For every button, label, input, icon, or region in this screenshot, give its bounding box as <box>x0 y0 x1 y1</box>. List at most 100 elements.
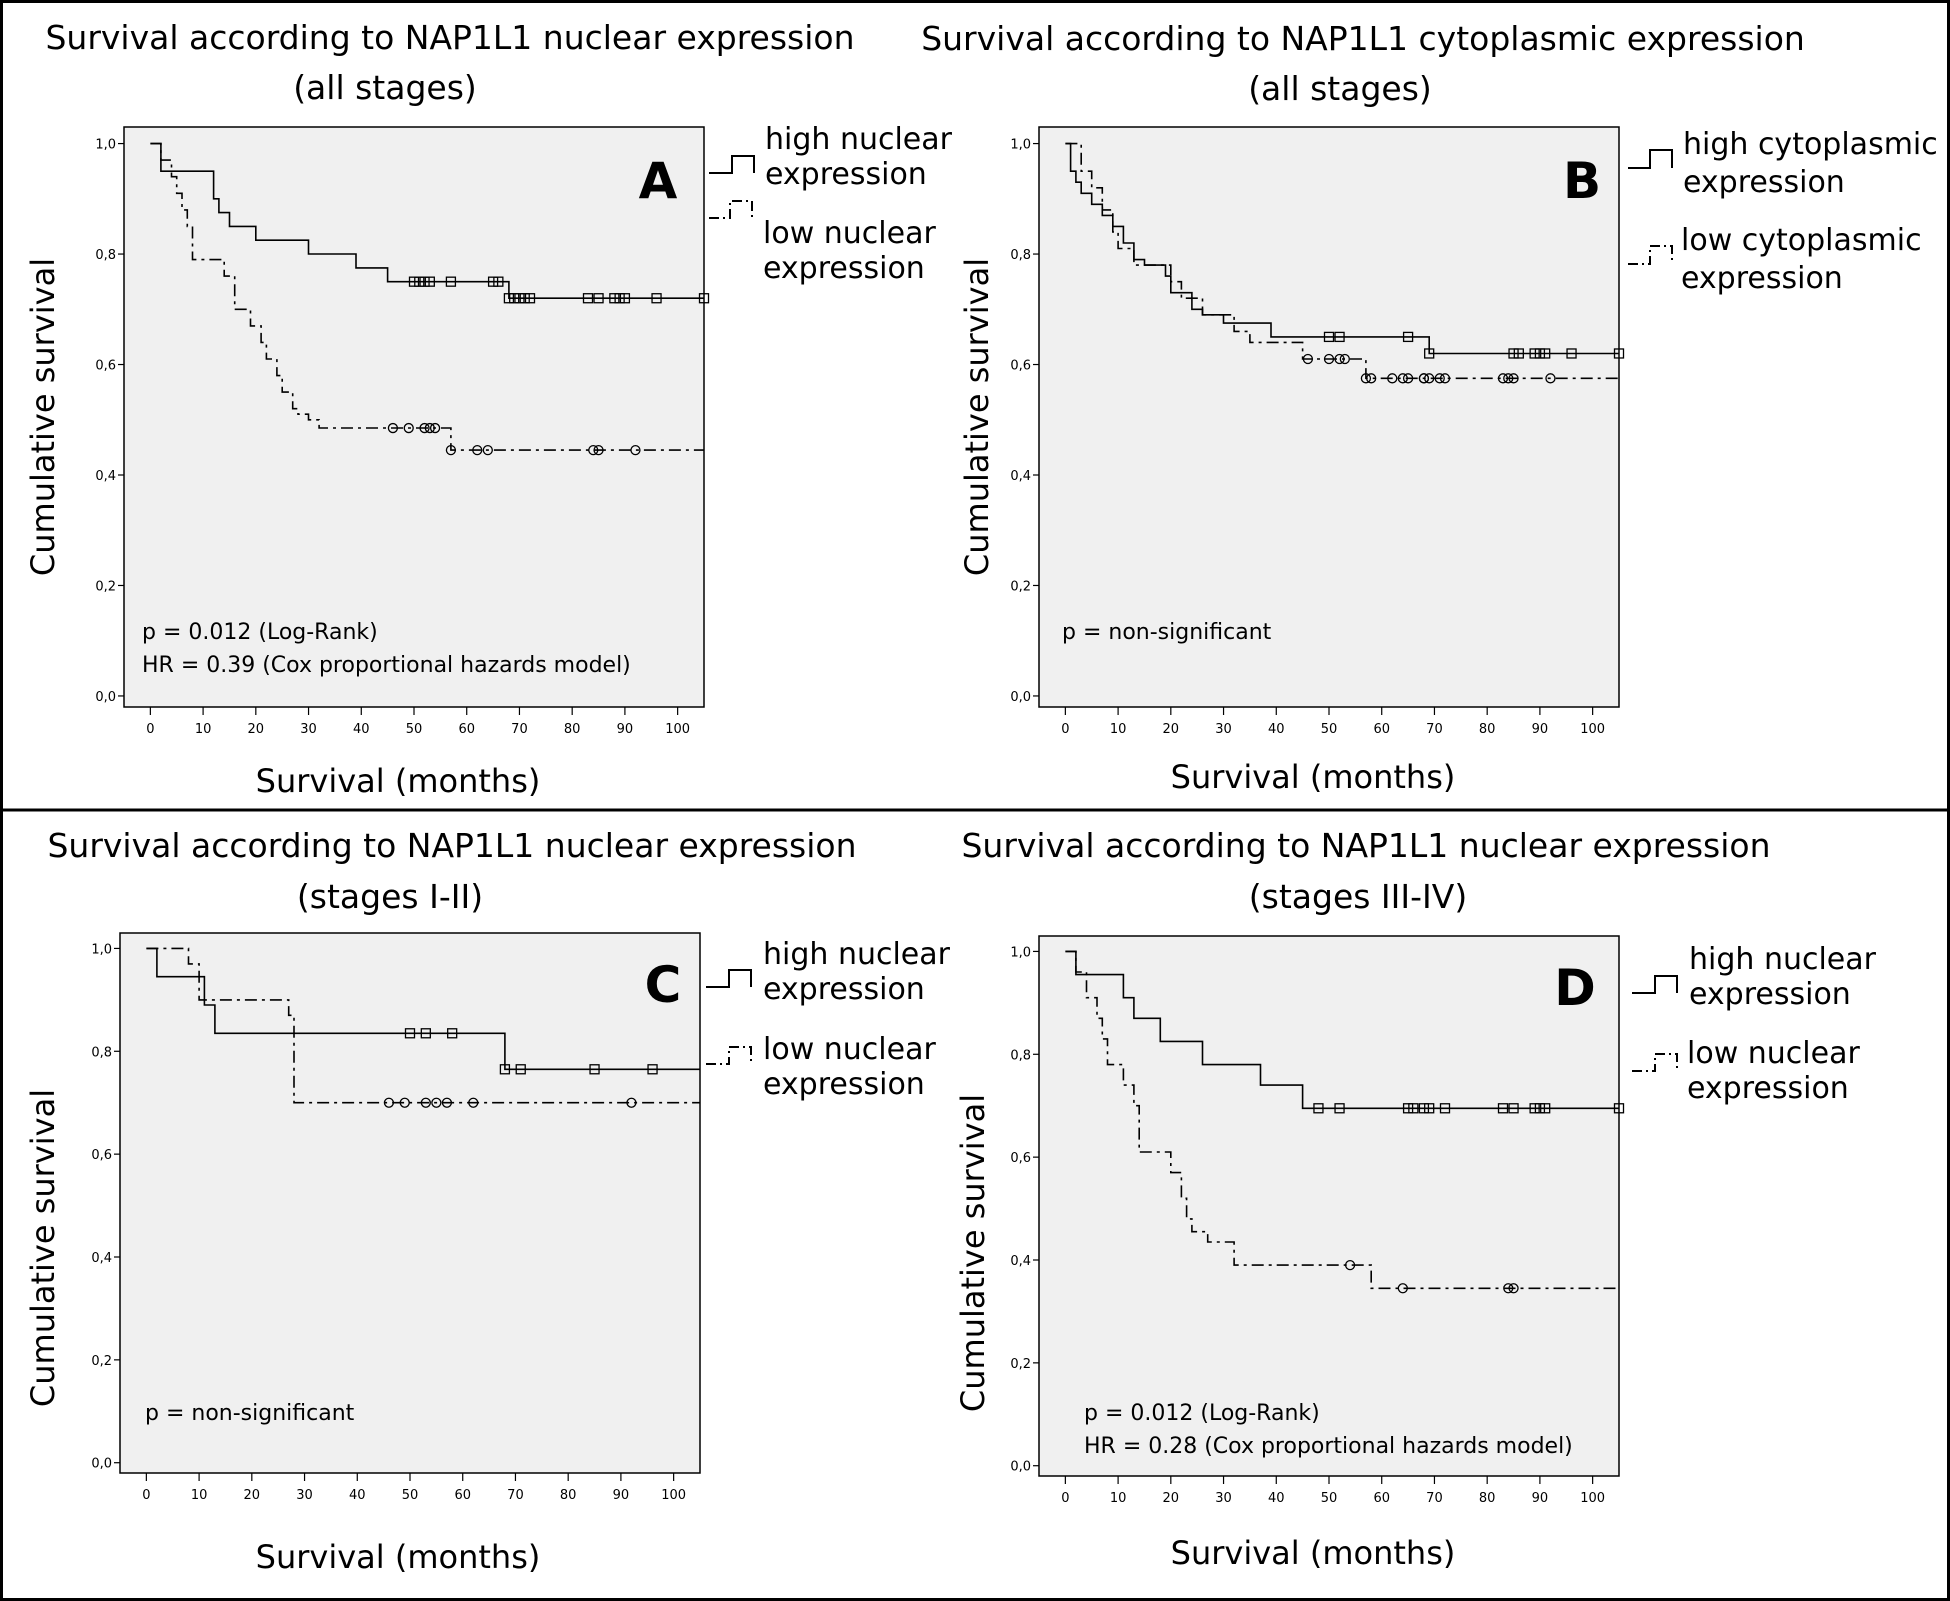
censor-mark-square <box>447 1028 458 1039</box>
panel-letter: D <box>1554 959 1596 1017</box>
censor-mark-square <box>519 293 530 304</box>
panel-letter: B <box>1563 152 1601 210</box>
censor-mark-square <box>424 276 435 287</box>
legend-low-line1: low nuclear <box>763 216 936 251</box>
censor-mark-square <box>1334 1103 1345 1114</box>
censor-mark-circle <box>468 1097 479 1108</box>
censor-mark-circle <box>1434 373 1445 384</box>
annotation-hazard-ratio: HR = 0.28 (Cox proportional hazards mode… <box>1084 1434 1573 1459</box>
legend-swatch-high <box>706 969 752 988</box>
legend-low-line1: low nuclear <box>1687 1036 1860 1071</box>
x-tick-label: 80 <box>564 722 581 737</box>
censor-mark-square <box>1402 1103 1414 1114</box>
panel-title: Survival according to NAP1L1 nuclear exp… <box>45 18 854 57</box>
x-tick-label: 50 <box>1321 722 1338 737</box>
censor-mark-square <box>487 276 499 287</box>
x-tick-label: 80 <box>1479 722 1496 737</box>
x-tick-label: 90 <box>1532 722 1549 737</box>
x-tick-label: 10 <box>1110 1491 1127 1506</box>
legend-swatch-low <box>1628 245 1673 265</box>
legend-high-line2: expression <box>1683 165 1845 200</box>
x-tick-label: 40 <box>1268 1491 1285 1506</box>
y-tick-label: 1,0 <box>1010 945 1031 960</box>
censor-mark-square <box>1540 348 1551 359</box>
panel-title: Survival according to NAP1L1 nuclear exp… <box>961 826 1770 865</box>
annotation-p-value: p = 0.012 (Log-Rank) <box>142 620 378 645</box>
censor-mark-circle <box>419 422 430 434</box>
y-tick-label: 0,4 <box>95 469 116 484</box>
legend-low-line2: expression <box>763 1067 925 1102</box>
km-curve-low-cytoplasmic-expression <box>1065 142 1619 380</box>
x-tick-label: 70 <box>1426 1491 1443 1506</box>
censor-mark-square <box>1402 331 1414 343</box>
x-tick-label: 0 <box>142 1488 150 1503</box>
x-tick-label: 10 <box>191 1488 208 1503</box>
plot-area <box>119 932 701 1474</box>
censor-mark-circle <box>445 444 457 456</box>
censor-mark-circle <box>431 1097 442 1108</box>
y-tick-label: 0,6 <box>1010 359 1031 374</box>
legend-high-line1: high cytoplasmic <box>1683 127 1938 162</box>
y-axis-title: Cumulative survival <box>24 1089 62 1407</box>
censor-mark-square <box>1613 348 1625 359</box>
censor-mark-circle <box>1497 373 1509 384</box>
y-axis-title: Cumulative survival <box>24 258 62 576</box>
x-tick-label: 70 <box>507 1488 524 1503</box>
x-tick-label: 0 <box>1061 1491 1069 1506</box>
censor-mark-square <box>1408 1103 1419 1114</box>
censor-mark-circle <box>1508 1283 1519 1294</box>
censor-mark-circle <box>1418 373 1430 384</box>
censor-mark-circle <box>1545 373 1556 384</box>
legend-swatch-high <box>1632 975 1678 994</box>
y-tick-label: 0,6 <box>91 1148 112 1163</box>
x-tick-label: 20 <box>1163 1491 1180 1506</box>
censor-mark-circle <box>429 422 441 434</box>
x-tick-label: 10 <box>1110 722 1127 737</box>
censor-mark-square <box>514 293 525 304</box>
y-tick-label: 0,2 <box>1010 1357 1031 1372</box>
km-curve-high-nuclear-expression <box>146 947 700 1071</box>
x-tick-label: 80 <box>1479 1491 1496 1506</box>
censor-mark-square <box>1424 1103 1435 1114</box>
km-curve-high-nuclear-expression <box>1065 950 1619 1110</box>
legend-swatch-low <box>706 1046 752 1065</box>
censor-mark-square <box>1534 348 1546 359</box>
x-tick-label: 40 <box>349 1488 366 1503</box>
panel-letter: A <box>639 152 678 210</box>
censor-mark-square <box>445 276 457 287</box>
legend-swatch-high <box>709 155 755 174</box>
censor-mark-square <box>1497 1103 1509 1114</box>
censor-mark-circle <box>1344 1259 1356 1271</box>
y-tick-label: 0,2 <box>1010 579 1031 594</box>
x-axis-title: Survival (months) <box>256 762 541 800</box>
legend-high-line2: expression <box>765 157 927 192</box>
km-curve-high-nuclear-expression <box>150 142 704 299</box>
censor-mark-circle <box>1334 353 1345 365</box>
y-tick-label: 0,6 <box>95 359 116 374</box>
legend-high-line1: high nuclear <box>763 937 951 972</box>
censor-mark-circle <box>1503 373 1514 384</box>
censor-mark-square <box>651 293 662 304</box>
x-tick-label: 30 <box>296 1488 313 1503</box>
x-tick-label: 20 <box>248 722 265 737</box>
censor-mark-square <box>509 293 520 304</box>
censor-mark-square <box>593 293 604 304</box>
panel-b: Survival according to NAP1L1 cytoplasmic… <box>921 19 1938 796</box>
y-tick-label: 0,6 <box>1010 1151 1031 1166</box>
legend-high-line2: expression <box>1689 977 1851 1012</box>
x-tick-label: 0 <box>146 722 154 737</box>
censor-mark-circle <box>1339 353 1350 365</box>
y-tick-label: 0,2 <box>95 579 116 594</box>
censor-mark-square <box>1534 1103 1546 1114</box>
censor-mark-circle <box>1323 353 1335 365</box>
censor-mark-square <box>408 276 420 287</box>
y-tick-label: 0,4 <box>1010 1254 1031 1269</box>
panel-subtitle: (stages I-II) <box>297 877 483 916</box>
censor-mark-square <box>647 1064 658 1075</box>
legend-low-line2: expression <box>1681 261 1843 296</box>
censor-mark-circle <box>1402 373 1414 384</box>
censor-mark-square <box>1334 331 1345 343</box>
censor-mark-square <box>614 293 625 304</box>
censor-mark-square <box>619 293 631 304</box>
